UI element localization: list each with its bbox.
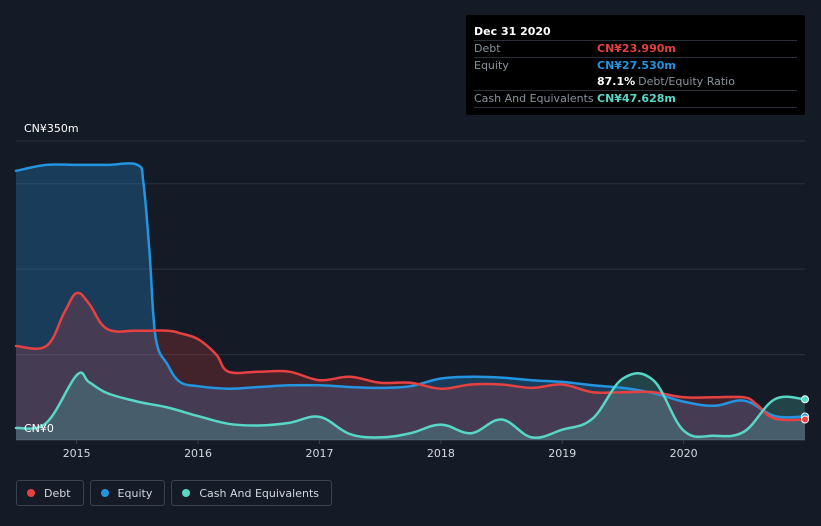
endpoint-debt <box>801 415 809 424</box>
line-cash-and-equivalents <box>14 371 807 440</box>
tooltip-date: Dec 31 2020 <box>474 25 551 38</box>
legend-item-debt[interactable]: Debt <box>16 480 84 506</box>
series-endpoints <box>801 395 809 424</box>
tooltip-row-cash: Cash And Equivalents CN¥47.628m <box>474 90 797 108</box>
x-tick-label-2016: 2016 <box>184 447 212 460</box>
x-tick-label-2020: 2020 <box>670 447 698 460</box>
legend-debt-label: Debt <box>44 486 71 500</box>
y-axis-top-label: CN¥350m <box>24 122 79 135</box>
tooltip-ratio-label: Debt/Equity Ratio <box>638 75 735 88</box>
tooltip-ratio-value: 87.1% <box>597 75 636 88</box>
legend-item-equity[interactable]: Equity <box>89 480 166 506</box>
legend-item-cash[interactable]: Cash And Equivalents <box>171 480 332 506</box>
x-tick-label-2015: 2015 <box>63 447 91 460</box>
area-cash-and-equivalents <box>16 372 805 440</box>
x-axis-ticks: 2015 2016 2017 2018 2019 2020 <box>63 440 698 460</box>
chart-legend: Debt Equity Cash And Equivalents <box>16 480 332 508</box>
tooltip-panel: Dec 31 2020 Debt CN¥23.990m Equity CN¥27… <box>466 15 805 115</box>
series-lines <box>14 162 807 440</box>
x-tick-label-2019: 2019 <box>548 447 576 460</box>
tooltip-cash-label: Cash And Equivalents <box>474 92 594 105</box>
tooltip-equity-value: CN¥27.530m <box>597 59 676 72</box>
tooltip-debt-label: Debt <box>474 42 501 55</box>
tooltip-row-equity: Equity CN¥27.530m <box>474 57 797 74</box>
legend-cash-dot-icon <box>182 489 191 497</box>
line-debt <box>14 291 807 422</box>
tooltip-cash-value: CN¥47.628m <box>597 92 676 105</box>
legend-debt-dot-icon <box>27 489 35 497</box>
y-axis-bottom-label: CN¥0 <box>24 422 54 435</box>
tooltip-row-debt: Debt CN¥23.990m <box>474 40 797 57</box>
area-debt <box>16 292 805 440</box>
endpoint-cash-and-equivalents <box>801 395 809 404</box>
grid-lines <box>16 140 805 441</box>
legend-cash-label: Cash And Equivalents <box>199 486 319 500</box>
legend-equity-label: Equity <box>117 486 153 500</box>
area-equity <box>16 163 805 440</box>
x-tick-label-2017: 2017 <box>305 447 333 460</box>
series-areas <box>16 163 805 440</box>
x-tick-label-2018: 2018 <box>427 447 455 460</box>
tooltip-equity-label: Equity <box>474 59 509 72</box>
tooltip-row-ratio: 87.1% Debt/Equity Ratio <box>474 74 797 90</box>
tooltip-debt-value: CN¥23.990m <box>597 42 676 55</box>
legend-equity-dot-icon <box>100 489 109 497</box>
